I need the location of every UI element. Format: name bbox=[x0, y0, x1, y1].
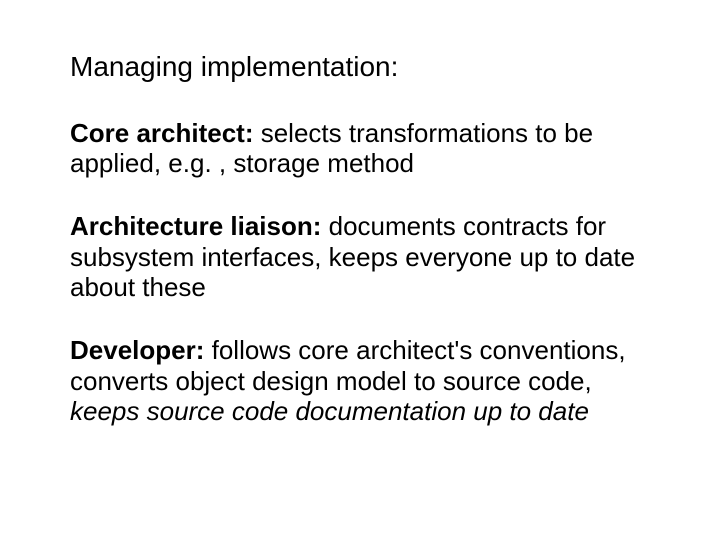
role-core-architect: Core architect: selects transformations … bbox=[70, 118, 650, 179]
role-label: Core architect: bbox=[70, 118, 254, 148]
role-label: Developer: bbox=[70, 335, 204, 365]
role-body-italic: keeps source code documentation up to da… bbox=[70, 396, 589, 426]
role-label: Architecture liaison: bbox=[70, 211, 321, 241]
role-developer: Developer: follows core architect's conv… bbox=[70, 335, 650, 427]
slide-title: Managing implementation: bbox=[70, 50, 650, 84]
slide: Managing implementation: Core architect:… bbox=[0, 0, 720, 540]
role-architecture-liaison: Architecture liaison: documents contract… bbox=[70, 211, 650, 303]
